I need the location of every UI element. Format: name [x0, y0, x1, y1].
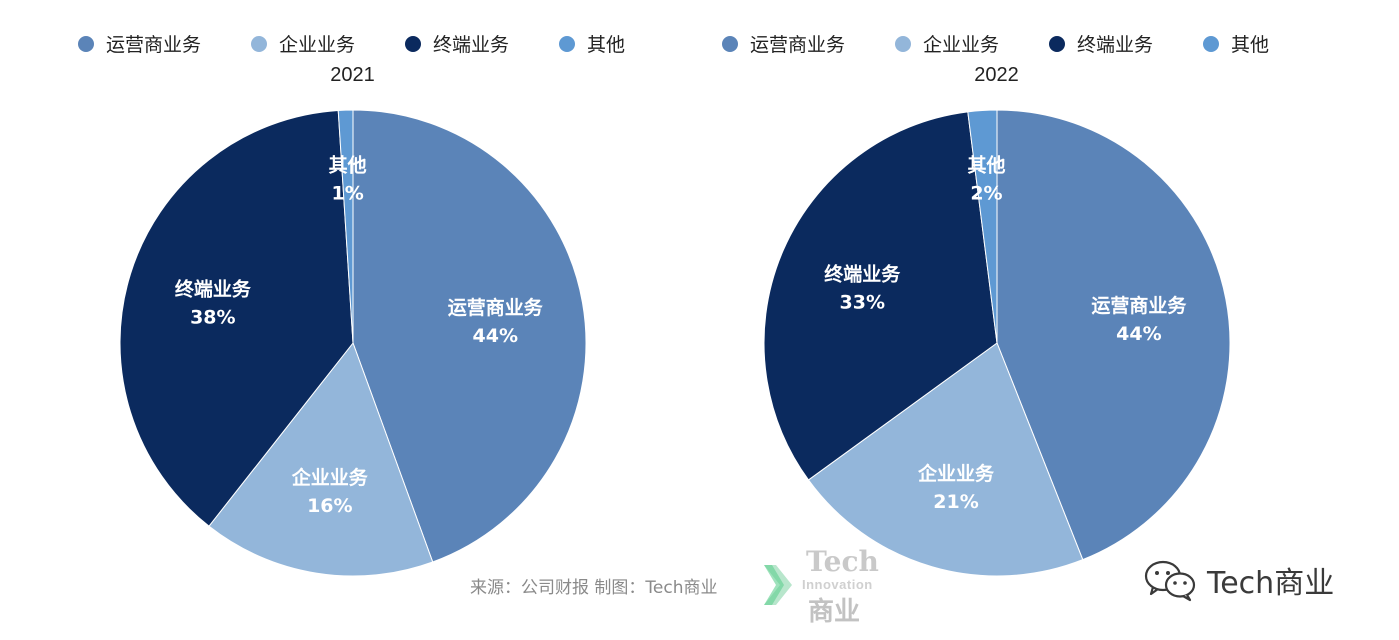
- slice-label-value: 33%: [840, 292, 885, 314]
- legend-item-carrier-business: 运营商业务: [78, 30, 201, 57]
- slice-other: [337, 109, 354, 344]
- legend-label: 运营商业务: [106, 34, 202, 56]
- slice-label-value: 44%: [1116, 323, 1161, 345]
- slice-label-value: 38%: [190, 306, 235, 328]
- legend-item-consumer-business: 终端业务: [405, 30, 509, 57]
- slice-consumer-business: [119, 109, 354, 527]
- slice-label-category: 终端业务: [175, 277, 252, 300]
- tech-innovation-logo: Tech Innovation 商业: [758, 545, 888, 627]
- legend-label: 其他: [1231, 34, 1270, 56]
- chart-title: 2021: [330, 64, 375, 86]
- logo-word-cn: 商业: [808, 597, 861, 627]
- slice-label: 企业业务 21%: [917, 462, 995, 513]
- legend-swatch: [1203, 35, 1220, 52]
- slice-label: 终端业务 38%: [175, 277, 252, 328]
- legend: 运营商业务 企业业务 终端业务 其他: [78, 30, 625, 57]
- legend-label: 终端业务: [433, 34, 510, 56]
- slice-other: [967, 109, 998, 344]
- slice-label-value: 44%: [473, 325, 518, 347]
- slice-label-value: 2%: [970, 183, 1002, 205]
- slice-enterprise-business: [807, 342, 1084, 577]
- legend-label: 其他: [587, 34, 626, 56]
- legend-label: 企业业务: [923, 34, 1000, 56]
- slice-label-value: 21%: [933, 491, 978, 513]
- slice-label-category: 其他: [329, 153, 367, 176]
- legend-item-carrier-business: 运营商业务: [722, 30, 845, 57]
- legend-item-other: 其他: [559, 30, 625, 57]
- logo-word-innovation: Innovation: [802, 577, 873, 592]
- legend-item-enterprise-business: 企业业务: [895, 30, 999, 57]
- slice-enterprise-business: [208, 341, 434, 577]
- legend-swatch: [1049, 35, 1066, 52]
- legend-item-enterprise-business: 企业业务: [251, 30, 355, 57]
- source-caption: 来源：公司财报 制图：Tech商业: [470, 578, 718, 598]
- slice-carrier-business: [352, 109, 587, 563]
- legend-item-consumer-business: 终端业务: [1049, 30, 1153, 57]
- legend-swatch: [895, 35, 912, 52]
- slice-label: 终端业务 33%: [824, 263, 901, 314]
- slice-label-value: 16%: [307, 495, 352, 517]
- legend-swatch: [405, 35, 422, 52]
- legend-swatch: [559, 35, 576, 52]
- pie-chart-2022: 运营商业务 企业业务 终端业务 其他 2022 运营商业务 44% 企业业务 21% 终端业务…: [644, 0, 1324, 600]
- chart-title: 2022: [974, 64, 1019, 86]
- slice-label: 其他 2%: [967, 154, 1005, 205]
- wechat-icon: [1144, 560, 1196, 602]
- slice-label-value: 1%: [332, 182, 364, 204]
- slice-label-category: 运营商业务: [1091, 294, 1187, 317]
- legend-swatch: [251, 35, 268, 52]
- slice-label-category: 企业业务: [291, 466, 369, 489]
- legend-label: 终端业务: [1077, 34, 1154, 56]
- pie-plot-area: 运营商业务 44% 企业业务 21% 终端业务 33% 其他 2%: [763, 109, 1231, 577]
- logo-word-tech: Tech: [806, 545, 879, 578]
- legend-swatch: [722, 35, 738, 52]
- pie-plot-area: 运营商业务 44% 企业业务 16% 终端业务 38% 其他 1%: [119, 109, 587, 577]
- wechat-account: Tech商业: [1143, 558, 1334, 602]
- green-chevron-icon: [764, 565, 792, 605]
- slice-label-category: 运营商业务: [448, 296, 544, 319]
- legend-swatch: [78, 35, 94, 52]
- slice-label-category: 企业业务: [917, 462, 995, 485]
- legend-item-other: 其他: [1203, 30, 1269, 57]
- pie-chart-2021: 运营商业务 企业业务 终端业务 其他 2021 运营商业务 44% 企业业务 16% 终端业务…: [0, 0, 680, 600]
- legend-label: 企业业务: [279, 34, 356, 56]
- slice-carrier-business: [996, 109, 1231, 561]
- legend-label: 运营商业务: [750, 34, 846, 56]
- wechat-account-name: Tech商业: [1207, 566, 1335, 601]
- slice-label: 运营商业务 44%: [448, 296, 544, 347]
- slice-consumer-business: [763, 111, 998, 481]
- legend: 运营商业务 企业业务 终端业务 其他: [722, 30, 1269, 57]
- slice-label: 运营商业务 44%: [1091, 294, 1187, 345]
- slice-label-category: 其他: [967, 154, 1005, 177]
- slice-label: 企业业务 16%: [291, 466, 369, 517]
- slice-label: 其他 1%: [329, 153, 367, 204]
- slice-label-category: 终端业务: [824, 263, 901, 286]
